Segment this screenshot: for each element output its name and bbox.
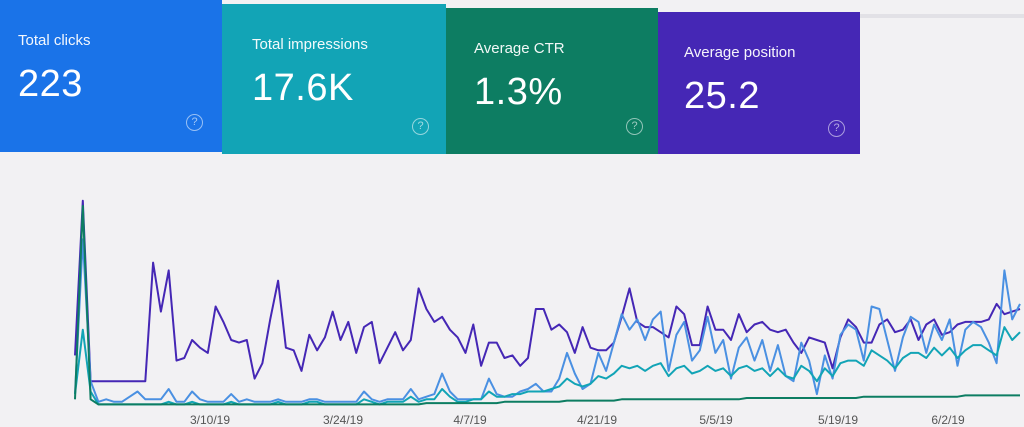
series-line-2 xyxy=(74,326,1021,406)
line-chart-svg: 3/10/19 3/24/19 4/7/19 4/21/19 5/5/19 5/19/19… xyxy=(74,199,1021,427)
x-tick-label: 6/2/19 xyxy=(931,413,965,427)
help-circle-icon[interactable]: ? xyxy=(186,114,203,131)
card-value: 25.2 xyxy=(684,75,760,117)
x-tick-label: 5/19/19 xyxy=(818,413,858,427)
x-tick-label: 3/10/19 xyxy=(190,413,230,427)
series-line-0 xyxy=(74,199,1021,383)
x-tick-label: 5/5/19 xyxy=(699,413,733,427)
card-value: 17.6K xyxy=(252,67,354,109)
x-tick-label: 4/21/19 xyxy=(577,413,617,427)
series-line-3 xyxy=(74,204,1020,406)
card-value: 1.3% xyxy=(474,71,563,113)
help-circle-icon[interactable]: ? xyxy=(412,118,429,135)
series-layer xyxy=(74,199,1021,406)
card-label: Average CTR xyxy=(474,40,565,57)
x-tick-label: 4/7/19 xyxy=(453,413,487,427)
x-tick-label: 3/24/19 xyxy=(323,413,363,427)
help-circle-icon[interactable]: ? xyxy=(626,118,643,135)
card-label: Total impressions xyxy=(252,36,368,53)
average-position-card[interactable]: Average position 25.2 ? xyxy=(658,12,860,154)
card-value: 223 xyxy=(18,63,83,105)
help-circle-icon[interactable]: ? xyxy=(828,120,845,137)
header-strip xyxy=(860,14,1024,18)
summary-cards: Total clicks 223 ? Total impressions 17.… xyxy=(0,0,1024,160)
performance-chart: 3/10/19 3/24/19 4/7/19 4/21/19 5/5/19 5/19/19… xyxy=(0,160,1024,427)
card-label: Average position xyxy=(684,44,796,61)
series-line-1 xyxy=(74,238,1021,403)
total-clicks-card[interactable]: Total clicks 223 ? xyxy=(0,0,222,152)
x-axis-ticks: 3/10/19 3/24/19 4/7/19 4/21/19 5/5/19 5/19/19… xyxy=(190,413,965,427)
total-impressions-card[interactable]: Total impressions 17.6K ? xyxy=(222,4,446,154)
average-ctr-card[interactable]: Average CTR 1.3% ? xyxy=(446,8,658,154)
card-label: Total clicks xyxy=(18,32,91,49)
